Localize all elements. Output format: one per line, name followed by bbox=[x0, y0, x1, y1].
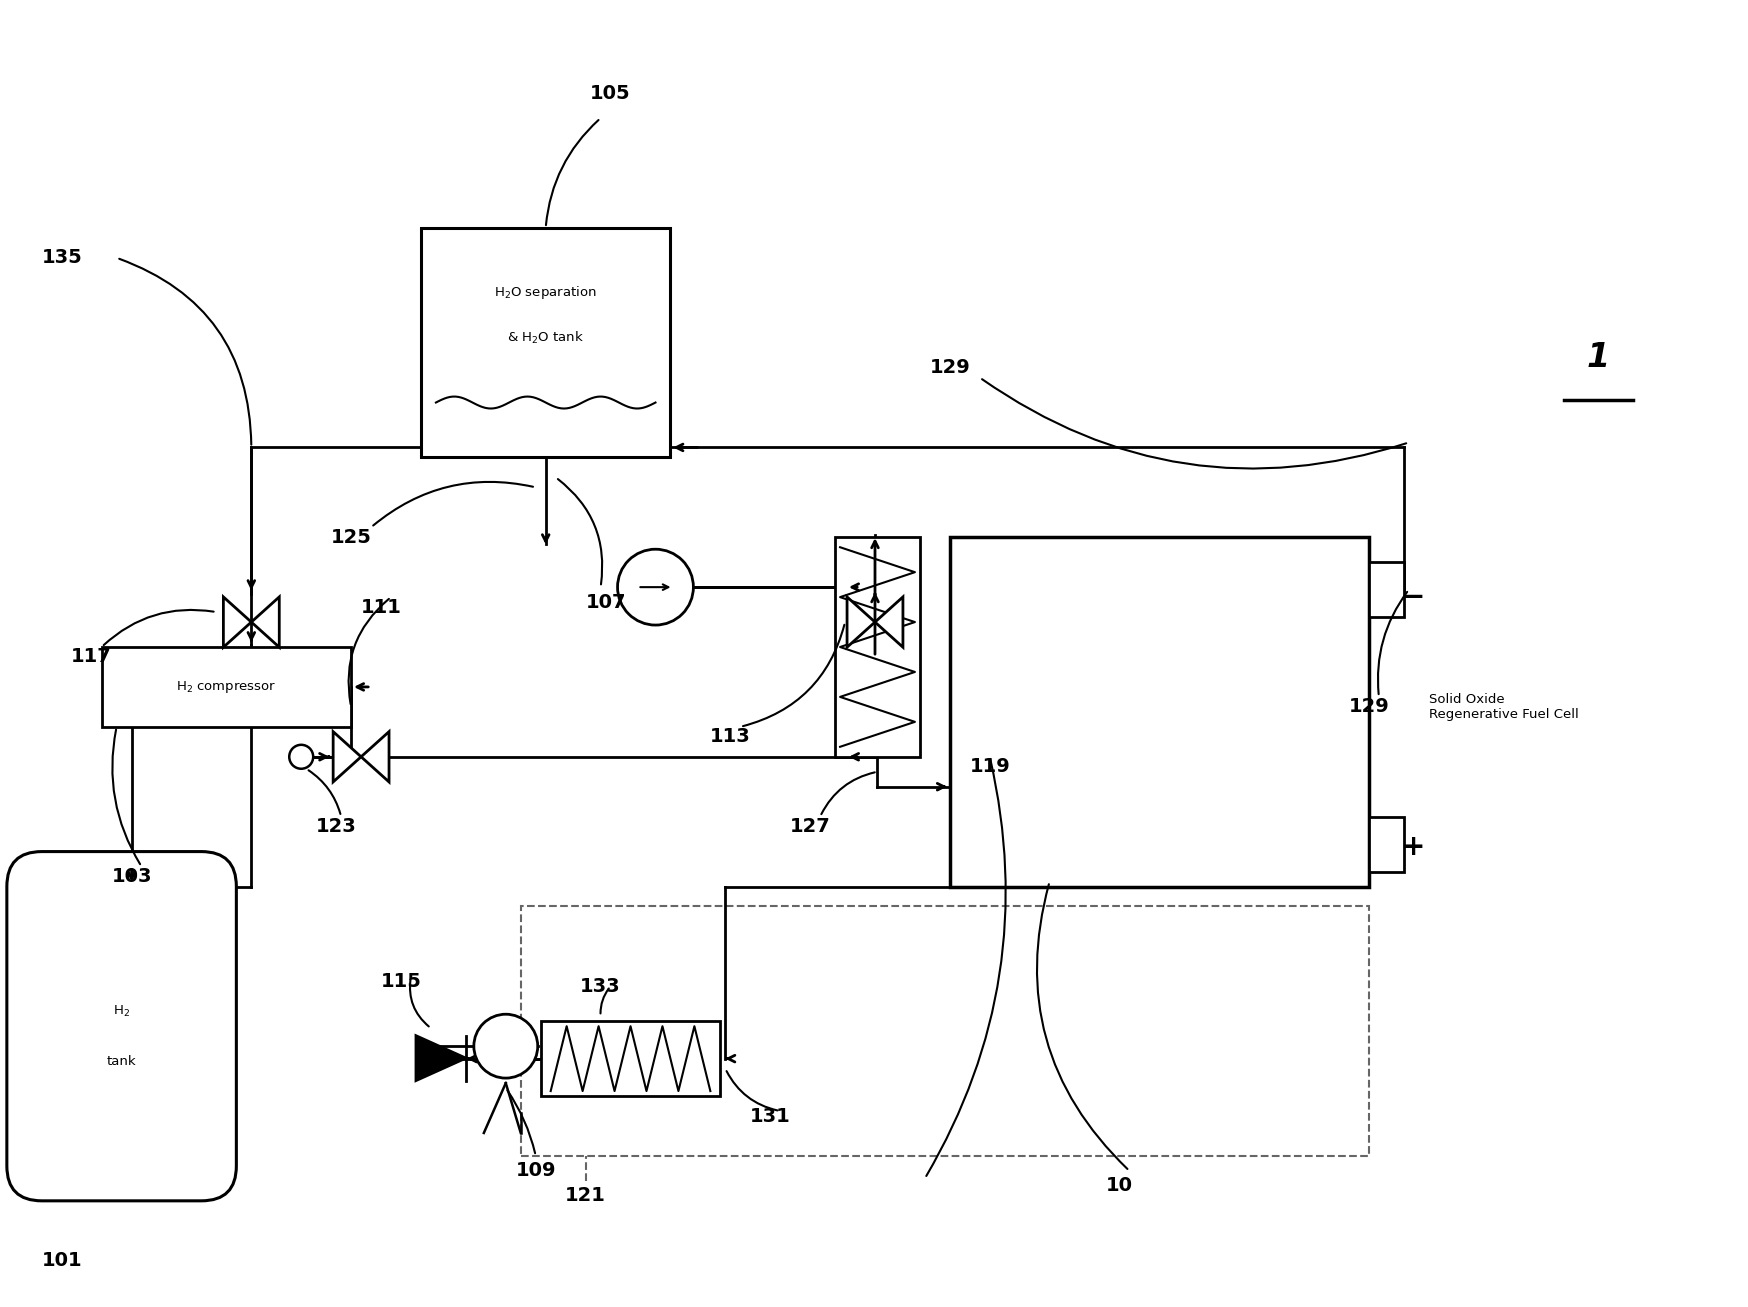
Text: 109: 109 bbox=[516, 1162, 556, 1180]
Text: 135: 135 bbox=[42, 248, 82, 268]
Text: 131: 131 bbox=[750, 1107, 790, 1125]
Text: tank: tank bbox=[107, 1055, 136, 1068]
Bar bbox=[949, 537, 1369, 886]
Polygon shape bbox=[362, 732, 390, 782]
Text: 105: 105 bbox=[591, 84, 631, 103]
Text: 103: 103 bbox=[112, 867, 152, 886]
Text: H$_2$O separation: H$_2$O separation bbox=[495, 284, 598, 302]
Text: 129: 129 bbox=[930, 358, 970, 378]
Text: Solid Oxide
Regenerative Fuel Cell: Solid Oxide Regenerative Fuel Cell bbox=[1428, 693, 1578, 721]
Bar bbox=[421, 227, 671, 457]
Text: 123: 123 bbox=[316, 817, 357, 836]
Circle shape bbox=[288, 745, 313, 769]
Text: −: − bbox=[1402, 583, 1425, 612]
Text: 121: 121 bbox=[565, 1187, 607, 1205]
Bar bbox=[1369, 562, 1404, 617]
Text: 113: 113 bbox=[710, 727, 750, 746]
Polygon shape bbox=[848, 597, 876, 647]
Text: +: + bbox=[1402, 833, 1426, 860]
Text: H$_2$: H$_2$ bbox=[114, 1004, 129, 1018]
Polygon shape bbox=[252, 597, 280, 647]
Text: 10: 10 bbox=[1106, 1176, 1133, 1196]
FancyBboxPatch shape bbox=[7, 852, 236, 1201]
Text: 127: 127 bbox=[790, 817, 830, 836]
Text: H$_2$ compressor: H$_2$ compressor bbox=[177, 678, 276, 695]
Text: 119: 119 bbox=[970, 757, 1010, 776]
Text: 1: 1 bbox=[1587, 341, 1610, 374]
Bar bbox=[540, 1021, 720, 1097]
Text: 129: 129 bbox=[1348, 698, 1390, 716]
Polygon shape bbox=[416, 1035, 467, 1081]
Text: & H$_2$O tank: & H$_2$O tank bbox=[507, 329, 584, 346]
Text: 101: 101 bbox=[42, 1251, 82, 1270]
Polygon shape bbox=[224, 597, 252, 647]
Text: 125: 125 bbox=[330, 528, 372, 546]
Text: 133: 133 bbox=[580, 976, 621, 996]
Text: 107: 107 bbox=[586, 592, 626, 612]
Circle shape bbox=[617, 549, 694, 625]
Polygon shape bbox=[876, 597, 904, 647]
Bar bbox=[836, 537, 919, 757]
Bar bbox=[521, 907, 1369, 1155]
Bar bbox=[101, 647, 351, 727]
Text: 111: 111 bbox=[360, 597, 402, 617]
Bar bbox=[1369, 817, 1404, 872]
Text: 115: 115 bbox=[381, 972, 421, 991]
Circle shape bbox=[474, 1014, 538, 1078]
Text: 117: 117 bbox=[72, 647, 112, 667]
Polygon shape bbox=[334, 732, 362, 782]
